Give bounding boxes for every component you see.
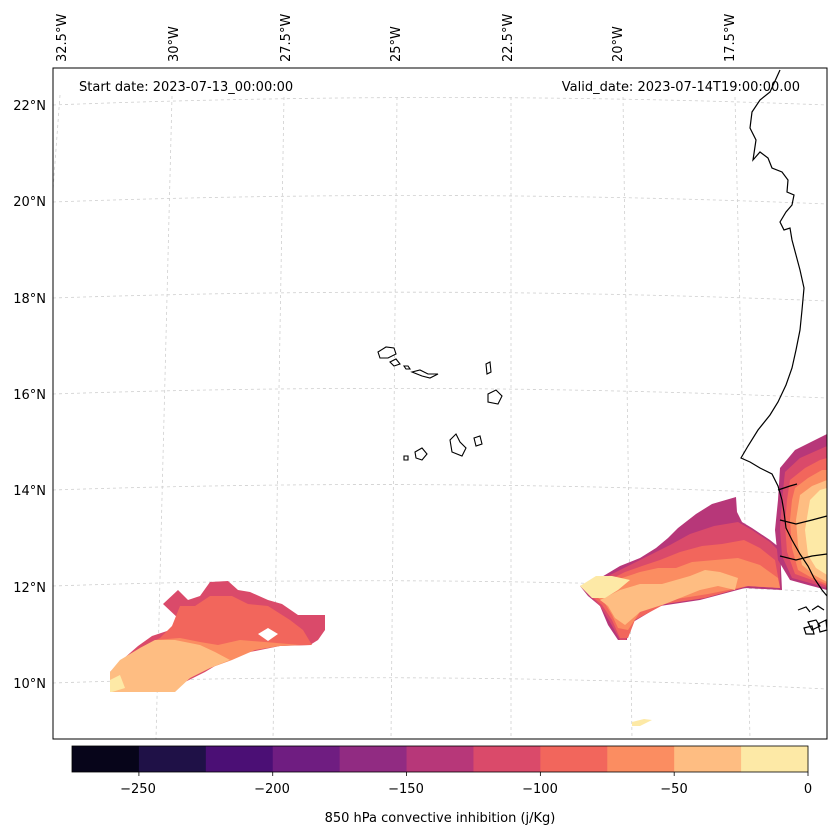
colorbar-tick-label: −50 xyxy=(660,782,687,797)
island-santiago xyxy=(449,433,467,457)
cin-patch-east-pale xyxy=(600,570,738,625)
island-boa-vista xyxy=(487,389,503,405)
lat-label-14n: 14°N xyxy=(13,484,46,499)
lon-label-27-5w: 27.5°W xyxy=(279,14,294,62)
colorbar-swatch xyxy=(72,746,140,772)
colorbar-swatch xyxy=(272,746,341,772)
colorbar-swatch xyxy=(674,746,742,772)
colorbar-swatches xyxy=(72,746,809,772)
island-santa-luzia xyxy=(402,365,412,370)
latitude-labels: 22°N 20°N 18°N 16°N 14°N 12°N 10°N xyxy=(13,99,46,692)
lon-label-32-5w: 32.5°W xyxy=(55,14,70,62)
cin-patch-west-core xyxy=(110,675,125,692)
colorbar-swatch xyxy=(473,746,541,772)
border-1 xyxy=(777,483,798,491)
colorbar-tick-label: −250 xyxy=(120,782,156,797)
lat-label-12n: 12°N xyxy=(13,581,46,596)
colorbar-swatch xyxy=(540,746,608,772)
colorbar-swatch xyxy=(205,746,274,772)
colorbar-swatch xyxy=(741,746,809,772)
bijagos-islands xyxy=(797,605,828,635)
island-brava xyxy=(403,455,409,461)
island-sao-vicente xyxy=(389,358,401,367)
river-2 xyxy=(779,553,828,561)
colorbar-tick-label: −100 xyxy=(522,782,558,797)
africa-coastline xyxy=(740,69,828,597)
valid-date-label: Valid_date: 2023-07-14T19:00:00.00 xyxy=(562,80,800,95)
island-sal xyxy=(485,361,492,375)
colorbar-tick-label: 0 xyxy=(804,782,812,797)
cin-patch-west-gap xyxy=(258,628,278,641)
island-santo-antao xyxy=(377,346,397,359)
cin-patch-west-lightest xyxy=(110,640,230,692)
colorbar-swatch xyxy=(406,746,474,772)
island-maio xyxy=(473,435,483,447)
lat-label-10n: 10°N xyxy=(13,677,46,692)
colorbar-swatch xyxy=(607,746,675,772)
lon-label-20w: 20°W xyxy=(611,26,626,62)
colorbar-label: 850 hPa convective inhibition (j/Kg) xyxy=(325,811,556,826)
cin-patch-coast-core xyxy=(805,488,827,575)
colorbar-frame xyxy=(71,745,809,773)
lat-label-18n: 18°N xyxy=(13,292,46,307)
longitude-labels: 32.5°W 30°W 27.5°W 25°W 22.5°W 20°W 17.5… xyxy=(55,14,738,62)
lon-label-22-5w: 22.5°W xyxy=(501,14,516,62)
lon-label-25w: 25°W xyxy=(389,26,404,62)
cin-patch-east-core xyxy=(580,576,630,598)
colorbar-tick-label: −200 xyxy=(254,782,290,797)
cin-patch-south-small xyxy=(632,719,652,726)
lon-label-17-5w: 17.5°W xyxy=(723,14,738,62)
lat-label-20n: 20°N xyxy=(13,195,46,210)
river-1 xyxy=(779,515,828,525)
colorbar-tick-label: −150 xyxy=(388,782,424,797)
colorbar-ticks xyxy=(138,772,809,776)
island-fogo xyxy=(414,447,428,461)
map-frame xyxy=(52,67,828,740)
cabo-verde-islands xyxy=(377,346,503,461)
island-sao-nicolau xyxy=(410,369,439,379)
lon-label-30w: 30°W xyxy=(167,26,182,62)
lat-label-16n: 16°N xyxy=(13,388,46,403)
colorbar-swatch xyxy=(138,746,207,772)
cin-contours xyxy=(110,434,827,726)
colorbar-swatch xyxy=(339,746,408,772)
lat-label-22n: 22°N xyxy=(13,99,46,114)
colorbar: −250 −200 −150 −100 −50 0 850 hPa convec… xyxy=(71,745,812,826)
start-date-label: Start date: 2023-07-13_00:00:00 xyxy=(79,80,293,95)
coastlines xyxy=(740,69,828,635)
